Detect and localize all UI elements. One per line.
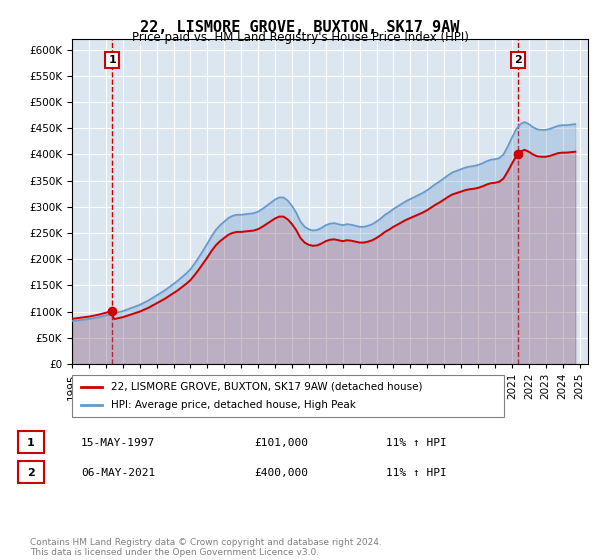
Text: 15-MAY-1997: 15-MAY-1997: [81, 438, 155, 448]
FancyBboxPatch shape: [72, 375, 504, 417]
Text: Price paid vs. HM Land Registry's House Price Index (HPI): Price paid vs. HM Land Registry's House …: [131, 31, 469, 44]
Text: 11% ↑ HPI: 11% ↑ HPI: [386, 438, 447, 448]
FancyBboxPatch shape: [18, 431, 44, 453]
Text: 06-MAY-2021: 06-MAY-2021: [81, 468, 155, 478]
Text: 2: 2: [514, 55, 521, 65]
Text: Contains HM Land Registry data © Crown copyright and database right 2024.
This d: Contains HM Land Registry data © Crown c…: [30, 538, 382, 557]
Text: 11% ↑ HPI: 11% ↑ HPI: [386, 468, 447, 478]
Text: £101,000: £101,000: [254, 438, 308, 448]
Text: 1: 1: [27, 438, 35, 448]
Text: 22, LISMORE GROVE, BUXTON, SK17 9AW (detached house): 22, LISMORE GROVE, BUXTON, SK17 9AW (det…: [111, 382, 422, 392]
FancyBboxPatch shape: [18, 461, 44, 483]
Text: 22, LISMORE GROVE, BUXTON, SK17 9AW: 22, LISMORE GROVE, BUXTON, SK17 9AW: [140, 20, 460, 35]
Text: 2: 2: [27, 468, 35, 478]
Text: 1: 1: [108, 55, 116, 65]
Text: HPI: Average price, detached house, High Peak: HPI: Average price, detached house, High…: [111, 400, 356, 410]
Text: £400,000: £400,000: [254, 468, 308, 478]
